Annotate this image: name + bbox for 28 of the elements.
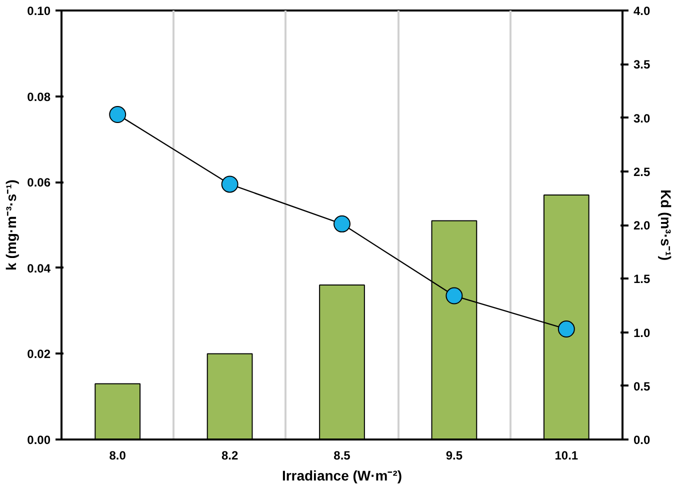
y-tick-label: 0.00 (27, 433, 51, 447)
y2-tick-label: 0.0 (634, 433, 651, 447)
y2-tick-label: 1.0 (634, 326, 651, 340)
y2-tick-label: 0.5 (634, 379, 651, 394)
point (221, 176, 238, 193)
x-tick-label: 8.2 (221, 448, 238, 462)
x-tick-label: 10.1 (554, 448, 578, 462)
point (446, 287, 463, 304)
y2-tick-label: 2.0 (634, 218, 651, 232)
x-tick-label: 8.5 (334, 448, 351, 462)
x-axis-title: Irradiance (W·m⁻²) (282, 468, 402, 484)
y-tick-label: 0.02 (27, 347, 51, 362)
point (334, 215, 350, 232)
x-tick-label: 8.0 (109, 448, 126, 462)
y-tick-label: 0.08 (27, 90, 51, 104)
point (558, 320, 575, 338)
y-tick-label: 0.04 (27, 261, 51, 276)
y2-axis-title: Kd (m³·s⁻¹) (658, 189, 674, 261)
y-axis-title: k (mg·m⁻³·s⁻¹) (3, 180, 20, 270)
y2-tick-label: 4.0 (634, 4, 651, 18)
y2-tick-label: 2.5 (634, 164, 651, 179)
y2-tick-label: 3.5 (634, 58, 651, 72)
y-tick-label: 0.10 (27, 4, 51, 18)
y2-tick-label: 3.0 (634, 111, 651, 126)
y2-tick-label: 1.5 (634, 272, 651, 286)
x-tick-label: 9.5 (446, 448, 463, 462)
y-tick-label: 0.06 (27, 176, 51, 190)
point (109, 106, 126, 124)
